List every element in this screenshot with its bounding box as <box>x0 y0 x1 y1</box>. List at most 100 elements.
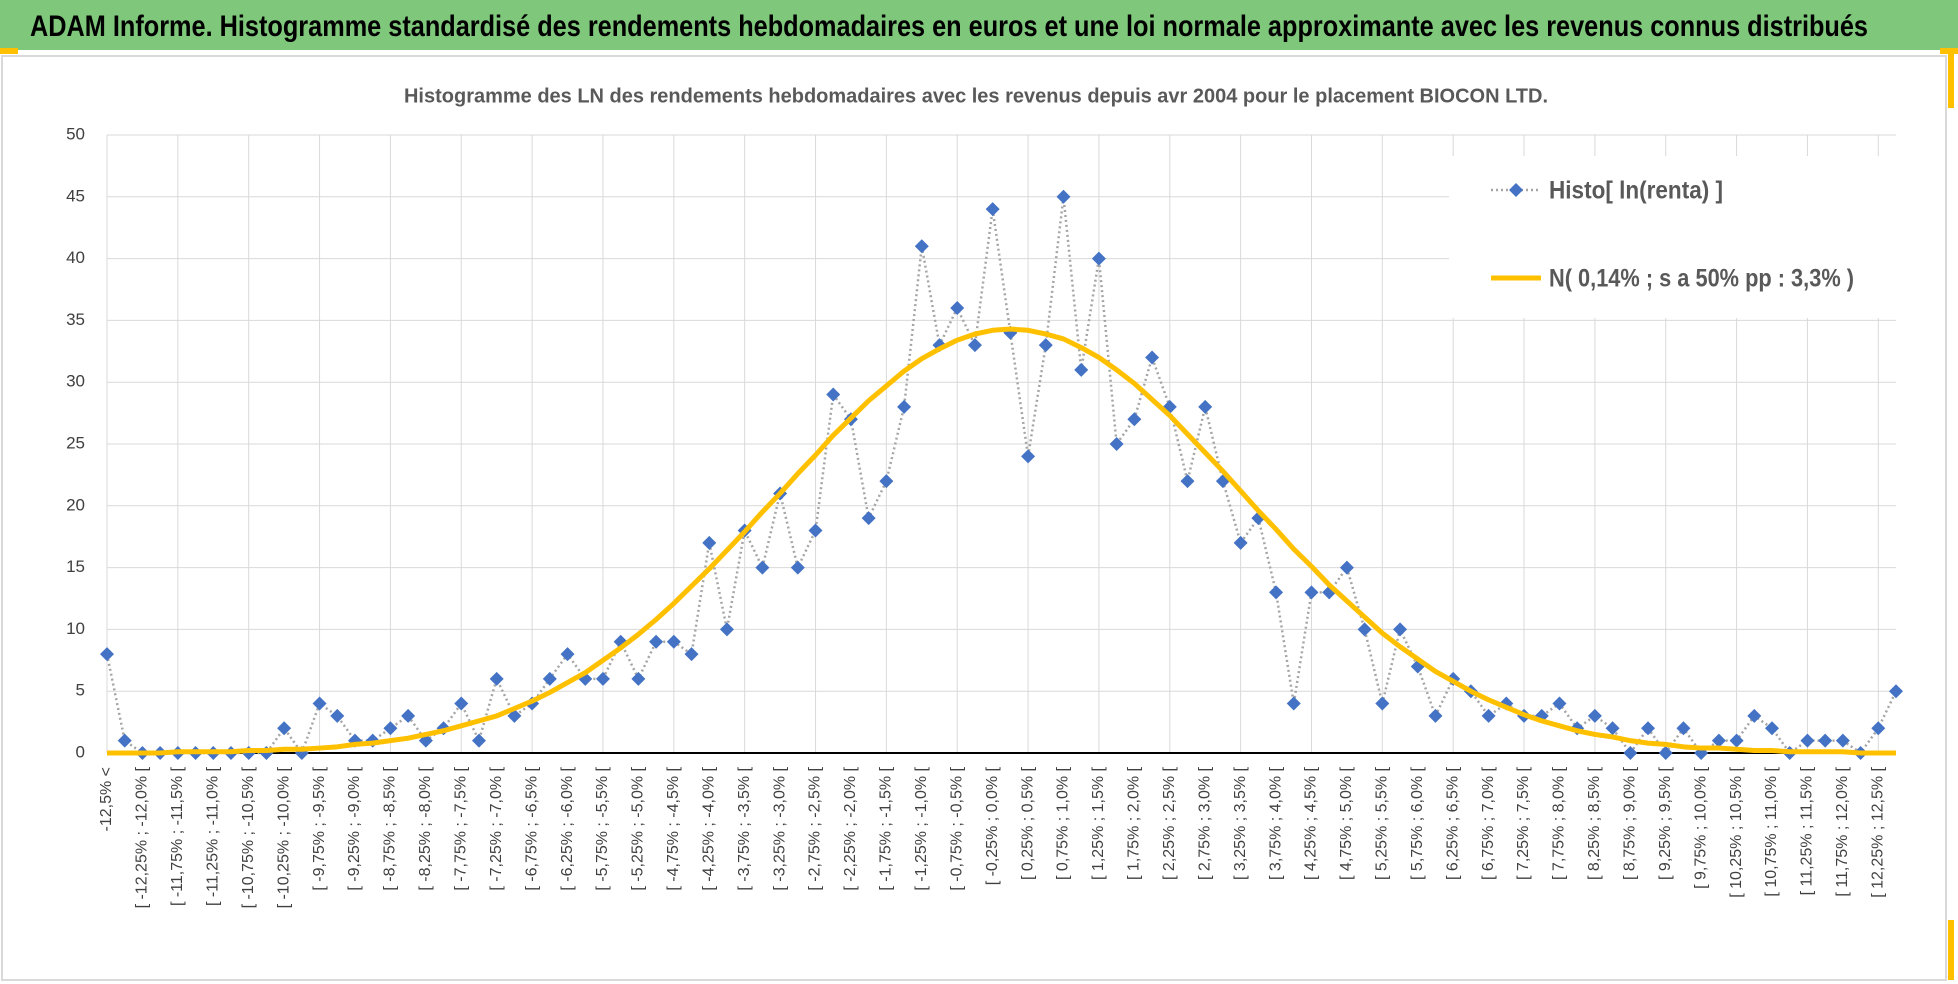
data-point <box>1800 733 1815 748</box>
x-tick-label: [ -10,75% ; -10,5% [ <box>240 766 257 908</box>
x-tick-label: [ -4,75% ; -4,5% [ <box>665 766 682 890</box>
data-point <box>1198 399 1213 414</box>
data-point <box>1658 746 1673 760</box>
legend-marker <box>1509 183 1523 197</box>
data-point <box>1393 622 1408 637</box>
x-tick-label: [ -8,75% ; -8,5% [ <box>382 766 399 890</box>
data-point <box>808 523 823 538</box>
x-tick-label: [ -1,75% ; -1,5% [ <box>878 766 895 890</box>
data-point <box>631 671 646 686</box>
corner-mark <box>0 48 18 54</box>
x-tick-label: [ -7,75% ; -7,5% [ <box>452 766 469 890</box>
x-tick-label: [ 5,25% ; 5,5% [ <box>1374 766 1391 880</box>
data-point <box>666 634 681 649</box>
y-tick-label: 40 <box>66 248 85 267</box>
x-tick-label: [ 11,75% ; 12,0% [ <box>1834 766 1851 896</box>
x-tick-label: [ -2,25% ; -2,0% [ <box>842 766 859 890</box>
chart-frame <box>1 55 1947 981</box>
x-tick-label: [ 10,25% ; 10,5% [ <box>1728 766 1745 897</box>
data-point <box>1871 721 1886 736</box>
data-point <box>1091 251 1106 266</box>
data-point <box>100 647 114 662</box>
x-tick-label: [ -7,25% ; -7,0% [ <box>488 766 505 890</box>
legend-label: N( 0,14% ; s a 50% pp : 3,3% ) <box>1549 265 1854 293</box>
data-point <box>542 671 557 686</box>
data-point <box>1127 412 1142 427</box>
y-tick-label: 10 <box>66 619 85 638</box>
x-tick-label: [ -0,75% ; -0,5% [ <box>948 766 965 890</box>
data-point <box>1711 733 1726 748</box>
corner-mark <box>1948 920 1954 980</box>
header-title: ADAM Informe. Histogramme standardisé de… <box>30 10 1868 43</box>
data-point <box>1889 684 1903 699</box>
data-point <box>1729 733 1744 748</box>
x-tick-label: [ -6,75% ; -6,5% [ <box>523 766 540 890</box>
data-point <box>1818 733 1833 748</box>
data-point <box>595 671 610 686</box>
data-point <box>1339 560 1354 575</box>
data-point <box>1587 708 1602 723</box>
y-tick-label: 50 <box>66 124 85 143</box>
x-tick-label: [ -4,25% ; -4,0% [ <box>700 766 717 890</box>
data-point <box>1233 535 1248 550</box>
data-point <box>719 622 734 637</box>
data-point <box>1074 362 1089 377</box>
data-point <box>1747 708 1762 723</box>
data-point <box>985 202 1000 217</box>
data-point <box>755 560 770 575</box>
data-point <box>1375 696 1390 711</box>
x-tick-label: [ 2,75% ; 3,0% [ <box>1196 766 1213 880</box>
data-point <box>560 647 575 662</box>
data-point <box>1109 437 1124 451</box>
x-tick-label: [ 0,75% ; 1,0% [ <box>1055 766 1072 880</box>
data-point <box>1765 721 1780 736</box>
data-point <box>383 721 398 736</box>
data-point <box>1286 696 1301 711</box>
legend-label: Histo[ ln(renta) ] <box>1549 177 1723 205</box>
corner-mark <box>1948 48 1954 108</box>
x-tick-label: [ -3,75% ; -3,5% [ <box>736 766 753 890</box>
x-tick-label: -12,5% < <box>98 767 115 831</box>
data-point <box>1357 622 1372 637</box>
data-point <box>1056 189 1071 204</box>
x-tick-label: [ 5,75% ; 6,0% [ <box>1409 766 1426 880</box>
x-tick-label: [ 10,75% ; 11,0% [ <box>1763 766 1780 896</box>
x-tick-label: [ 6,75% ; 7,0% [ <box>1480 766 1497 880</box>
data-point <box>1304 585 1319 600</box>
x-tick-label: [ 4,75% ; 5,0% [ <box>1338 766 1355 880</box>
data-point <box>790 560 805 575</box>
data-point <box>684 647 699 662</box>
x-tick-label: [ 3,25% ; 3,5% [ <box>1232 766 1249 880</box>
y-tick-label: 30 <box>66 372 85 391</box>
x-tick-label: [ 1,75% ; 2,0% [ <box>1126 766 1143 880</box>
data-point <box>1623 746 1638 760</box>
y-tick-label: 25 <box>66 433 85 452</box>
x-tick-label: [ 9,75% ; 10,0% [ <box>1692 766 1709 888</box>
data-point <box>401 708 416 723</box>
x-tick-label: [ 4,25% ; 4,5% [ <box>1303 766 1320 880</box>
x-tick-label: [ -10,25% ; -10,0% [ <box>275 766 292 908</box>
data-point <box>1021 449 1036 464</box>
x-tick-label: [ -9,25% ; -9,0% [ <box>346 766 363 890</box>
x-tick-label: [ -8,25% ; -8,0% [ <box>417 766 434 890</box>
y-tick-label: 0 <box>76 742 85 761</box>
legend-box <box>1449 156 1898 318</box>
header-bar <box>0 0 1958 50</box>
x-tick-label: [ 9,25% ; 9,5% [ <box>1657 766 1674 880</box>
x-tick-label: [ -12,25% ; -12,0% [ <box>134 766 151 908</box>
data-point <box>1180 474 1195 489</box>
chart-title: Histogramme des LN des rendements hebdom… <box>404 85 1548 107</box>
data-point <box>1481 708 1496 723</box>
data-point <box>950 301 965 316</box>
data-point <box>649 634 664 649</box>
data-point <box>454 696 469 711</box>
x-tick-label: [ -5,25% ; -5,0% [ <box>630 766 647 890</box>
data-point <box>702 535 717 550</box>
data-point <box>861 511 876 526</box>
x-tick-label: [ -6,25% ; -6,0% [ <box>559 766 576 890</box>
data-point <box>1269 585 1284 600</box>
data-point <box>1641 721 1656 736</box>
data-point <box>507 708 522 723</box>
x-tick-label: [ 7,25% ; 7,5% [ <box>1515 766 1532 880</box>
